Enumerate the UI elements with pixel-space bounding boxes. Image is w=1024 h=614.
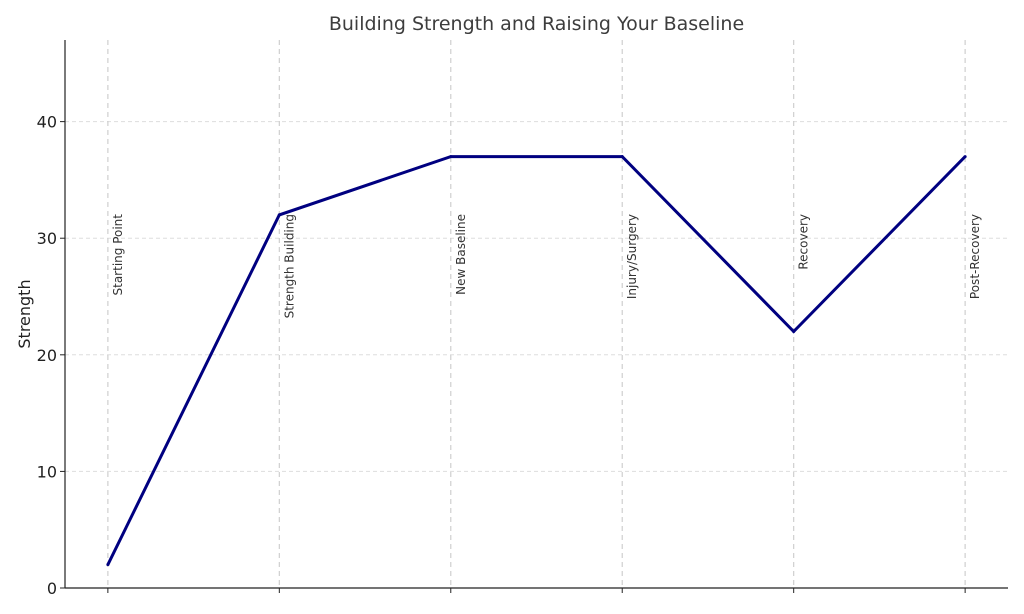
event-lines-layer xyxy=(107,40,966,588)
ytick-label-4: 40 xyxy=(37,113,57,132)
y-ticks-layer: 0 10 20 30 40 xyxy=(37,113,966,598)
annotation-label-3: Injury/Surgery xyxy=(625,214,639,299)
data-point-4 xyxy=(792,329,796,333)
ytick-label-2: 20 xyxy=(37,346,57,365)
grid-layer xyxy=(65,121,1008,472)
data-point-3 xyxy=(620,155,624,159)
chart-title: Building Strength and Raising Your Basel… xyxy=(329,13,744,35)
annotation-label-0: Starting Point xyxy=(111,214,125,296)
data-point-1 xyxy=(277,213,281,217)
y-axis-label: Strength xyxy=(15,279,34,348)
annotation-label-5: Post-Recovery xyxy=(968,214,982,299)
series-line-0 xyxy=(106,155,967,566)
ytick-label-1: 10 xyxy=(37,462,57,481)
ytick-label-3: 30 xyxy=(37,229,57,248)
annotation-label-4: Recovery xyxy=(797,214,811,270)
data-point-2 xyxy=(449,155,453,159)
annotation-label-2: New Baseline xyxy=(454,214,468,295)
axes-layer xyxy=(64,40,1008,589)
data-point-0 xyxy=(106,563,110,567)
ytick-label-0: 0 xyxy=(47,579,57,598)
annotation-label-1: Strength Building xyxy=(282,214,296,318)
data-point-5 xyxy=(963,155,967,159)
series-layer xyxy=(106,155,967,567)
annotations-layer: Starting Point Strength Building New Basel… xyxy=(111,214,982,319)
